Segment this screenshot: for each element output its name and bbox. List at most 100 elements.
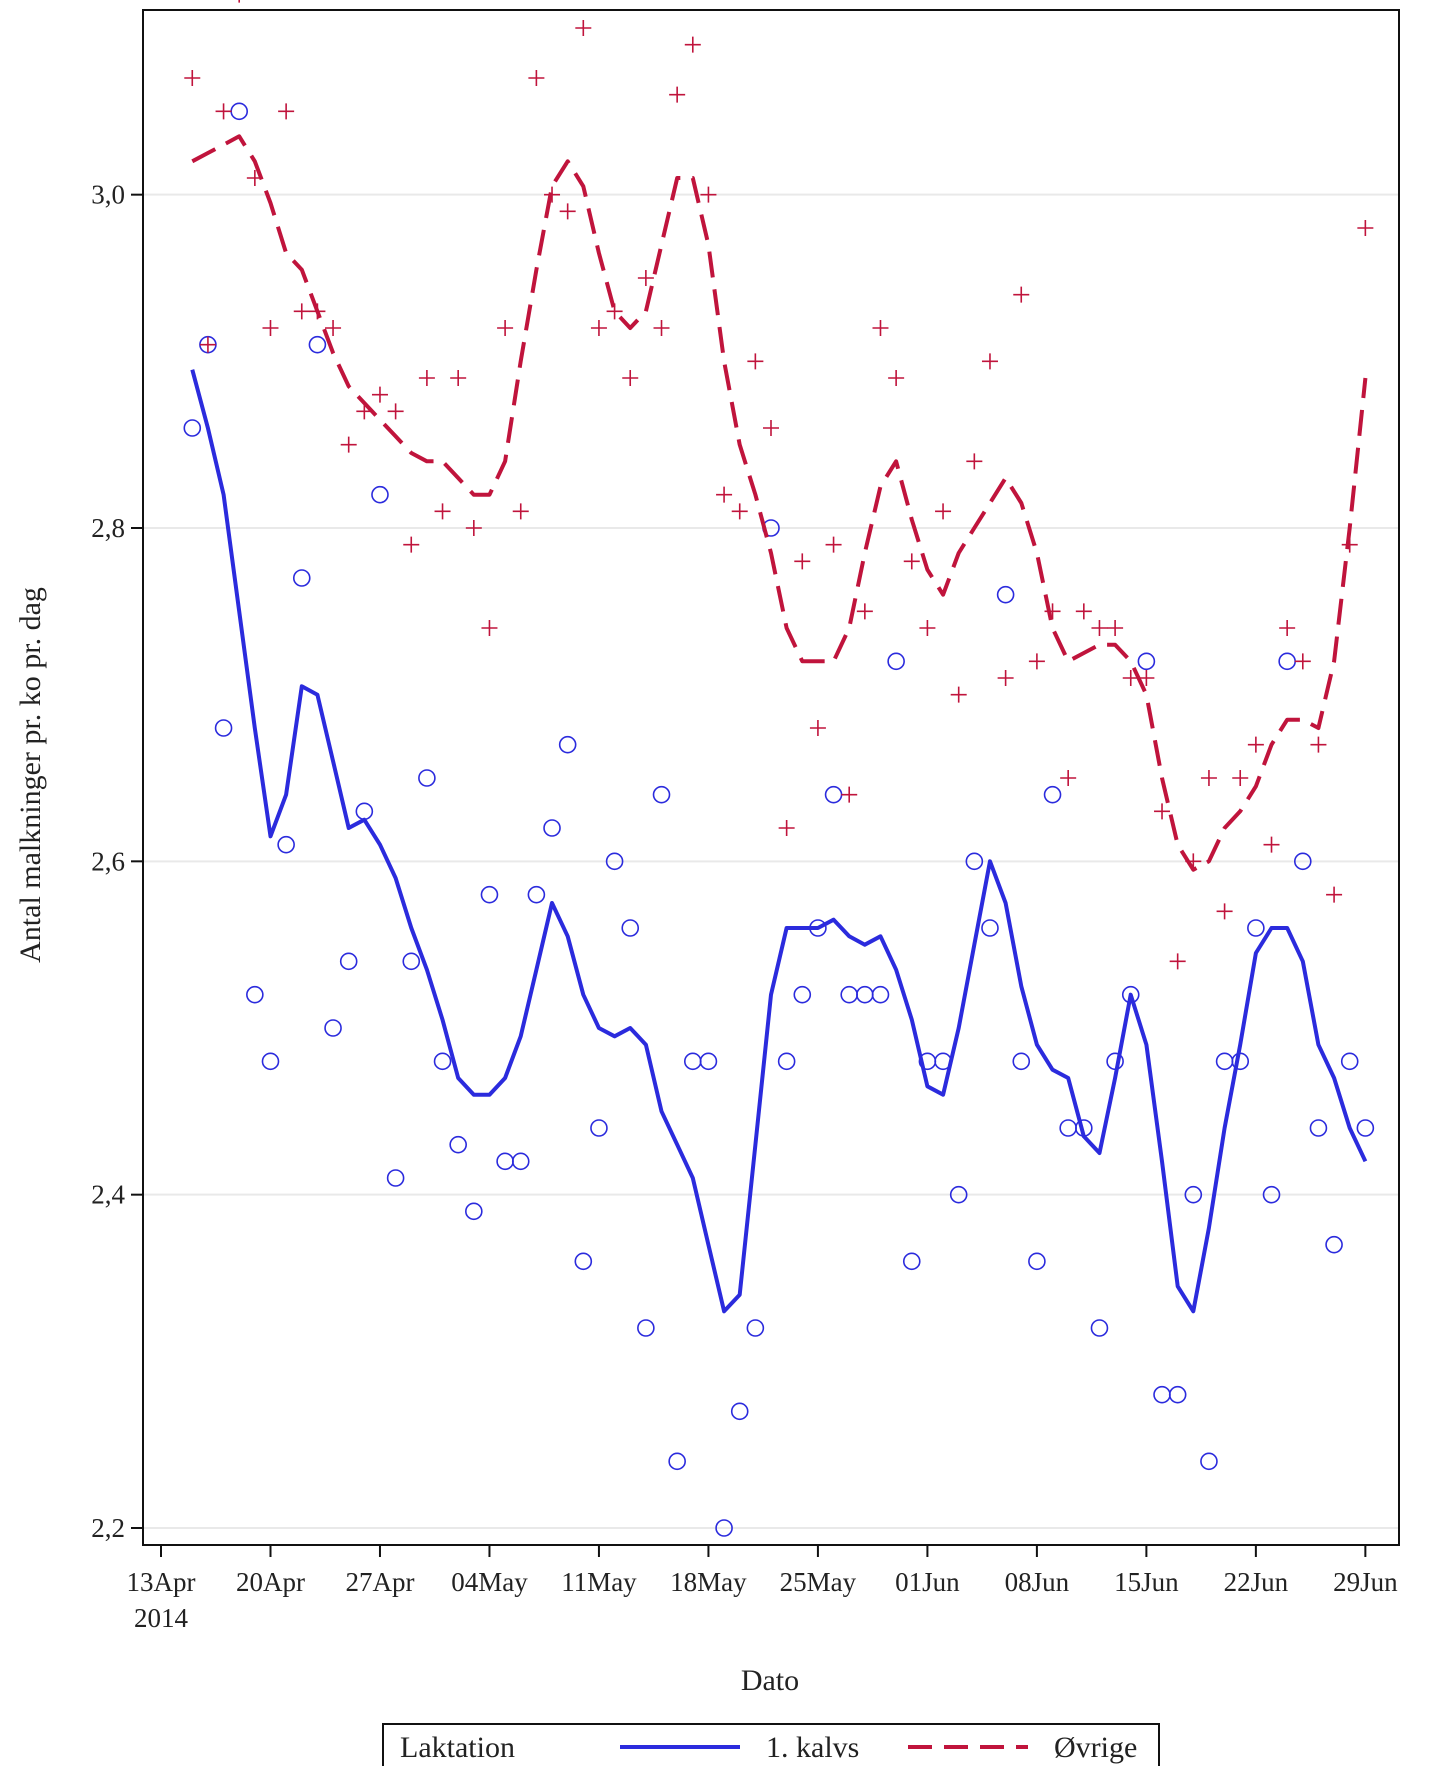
data-point-plus bbox=[184, 70, 201, 86]
data-point-plus bbox=[856, 603, 873, 620]
data-point-circle bbox=[324, 1019, 342, 1037]
x-tick-label: 01Jun bbox=[895, 1567, 960, 1597]
data-point-circle bbox=[574, 1252, 593, 1271]
data-point-plus bbox=[1294, 653, 1311, 670]
data-point-plus bbox=[262, 320, 279, 336]
data-point-circle bbox=[668, 1452, 686, 1471]
data-point-plus bbox=[669, 86, 686, 103]
data-point-circle bbox=[1168, 1385, 1187, 1404]
data-point-circle bbox=[605, 852, 624, 871]
series-2 bbox=[184, 0, 1374, 970]
data-point-plus bbox=[1357, 220, 1374, 236]
data-point-plus bbox=[590, 320, 607, 336]
data-point-plus bbox=[325, 320, 342, 336]
y-tick-label: 2,4 bbox=[91, 1180, 125, 1210]
data-point-plus bbox=[950, 686, 967, 703]
data-point-circle bbox=[449, 1135, 467, 1154]
x-tick-label: 29Jun bbox=[1333, 1567, 1398, 1597]
data-point-circle bbox=[558, 735, 577, 754]
legend-label-series-2: Øvrige bbox=[1054, 1731, 1137, 1764]
data-point-plus bbox=[278, 103, 295, 120]
data-point-plus bbox=[340, 436, 357, 453]
series-1 bbox=[183, 102, 1375, 1537]
data-point-circle bbox=[543, 819, 561, 837]
data-point-plus bbox=[919, 620, 936, 636]
y-tick-label: 3,0 bbox=[91, 180, 125, 210]
data-point-plus bbox=[731, 503, 748, 520]
data-point-plus bbox=[434, 503, 451, 520]
data-point-plus bbox=[981, 353, 998, 370]
data-point-plus bbox=[763, 420, 779, 436]
data-point-plus bbox=[1138, 670, 1155, 686]
data-point-circle bbox=[465, 1202, 483, 1221]
data-point-circle bbox=[277, 835, 295, 854]
x-tick-label: 04May bbox=[451, 1567, 528, 1597]
data-point-circle bbox=[1340, 1052, 1359, 1071]
y-tick-label: 2,2 bbox=[91, 1513, 125, 1543]
y-axis: 2,2 2,4 2,6 2,8 3,0 bbox=[91, 180, 143, 1543]
data-point-circle bbox=[996, 585, 1015, 604]
data-point-circle bbox=[527, 885, 546, 904]
data-point-plus bbox=[418, 370, 435, 386]
data-point-circle bbox=[1184, 1185, 1203, 1204]
data-point-plus bbox=[512, 503, 529, 520]
data-point-circle bbox=[1200, 1452, 1218, 1471]
data-point-plus bbox=[872, 320, 889, 336]
plot-frame bbox=[142, 9, 1400, 1546]
data-point-plus bbox=[1091, 620, 1108, 636]
data-point-circle bbox=[1262, 1185, 1281, 1204]
data-point-circle bbox=[637, 1319, 655, 1337]
data-point-circle bbox=[887, 652, 905, 671]
y-tick-label: 2,8 bbox=[91, 513, 125, 543]
data-point-circle bbox=[480, 885, 499, 904]
data-point-plus bbox=[778, 820, 795, 836]
data-point-plus bbox=[293, 303, 310, 320]
data-point-plus bbox=[637, 270, 654, 286]
data-point-circle bbox=[1090, 1319, 1109, 1337]
data-point-plus bbox=[1216, 903, 1233, 920]
data-point-circle bbox=[1043, 785, 1062, 804]
data-point-plus bbox=[997, 670, 1014, 686]
data-point-circle bbox=[1012, 1052, 1031, 1071]
data-point-circle bbox=[183, 419, 202, 437]
data-point-plus bbox=[1200, 770, 1217, 786]
data-point-circle bbox=[261, 1052, 280, 1071]
data-point-plus bbox=[1247, 736, 1264, 753]
series-layer bbox=[183, 0, 1375, 1537]
data-point-circle bbox=[1293, 852, 1312, 871]
data-point-circle bbox=[949, 1185, 968, 1204]
data-point-plus bbox=[1232, 770, 1249, 786]
data-point-plus bbox=[1060, 770, 1077, 786]
gridlines bbox=[143, 193, 1399, 1529]
data-point-plus bbox=[238, 0, 241, 3]
trend-line bbox=[191, 134, 1368, 872]
data-point-circle bbox=[511, 1152, 530, 1171]
y-axis-title: Antal malkninger pr. ko pr. dag bbox=[14, 587, 47, 963]
data-point-circle bbox=[1356, 1119, 1375, 1137]
x-tick-label: 11May bbox=[561, 1567, 637, 1597]
data-point-circle bbox=[433, 1052, 452, 1071]
data-point-plus bbox=[903, 553, 920, 570]
data-point-plus bbox=[653, 320, 670, 336]
x-tick-label: 13Apr bbox=[127, 1567, 196, 1597]
data-point-plus bbox=[403, 536, 420, 553]
legend: Laktation 1. kalvs Øvrige bbox=[382, 1723, 1160, 1766]
data-point-plus bbox=[747, 353, 764, 370]
data-point-plus bbox=[700, 186, 717, 203]
x-tick-label: 25May bbox=[780, 1567, 857, 1597]
data-point-plus bbox=[1075, 603, 1092, 620]
data-point-plus bbox=[1169, 953, 1186, 970]
data-point-circle bbox=[246, 985, 264, 1004]
data-point-circle bbox=[339, 952, 358, 971]
data-point-plus bbox=[371, 386, 388, 403]
data-point-circle bbox=[621, 919, 640, 937]
data-point-plus bbox=[1154, 803, 1171, 820]
data-point-circle bbox=[214, 719, 233, 737]
data-point-plus bbox=[1107, 620, 1124, 636]
x-tick-label: 18May bbox=[670, 1567, 747, 1597]
data-point-plus bbox=[825, 536, 842, 553]
data-point-plus bbox=[528, 70, 545, 86]
x-tick-label: 20Apr bbox=[236, 1567, 305, 1597]
data-point-plus bbox=[1013, 286, 1030, 303]
